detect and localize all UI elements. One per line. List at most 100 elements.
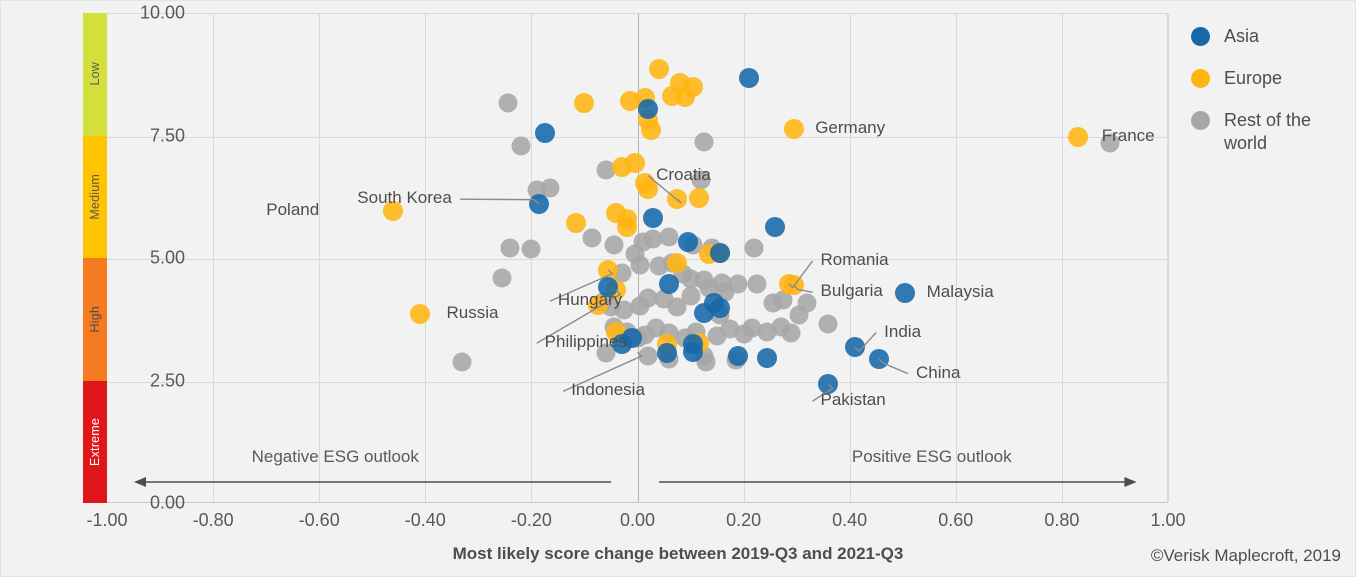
data-point [659,274,680,295]
legend-item-label: Europe [1224,68,1283,89]
legend-swatch-icon [1191,111,1210,131]
data-point [409,303,430,324]
annotation-philippines: Philippines [544,332,627,352]
gridline-vertical [1061,14,1063,502]
annotation-india: India [884,321,922,341]
gridline-vertical [743,14,745,502]
data-point [728,346,749,367]
data-point [643,208,664,229]
risk-band-label: Medium [88,173,102,220]
data-point [383,200,404,221]
y-axis-tick-label: 2.50 [149,370,185,390]
data-point [709,243,730,264]
x-axis-tick-label: 0.40 [832,510,868,530]
risk-band-label: Extreme [88,417,102,466]
x-axis-tick-label: 1.00 [1150,510,1186,530]
data-point [498,93,518,113]
data-point [1067,126,1088,147]
data-point [604,235,624,255]
data-point [659,227,679,247]
data-point [868,348,889,369]
data-point [574,93,595,114]
data-point [582,228,602,248]
data-point [783,119,804,140]
legend-item-rest-of-the-world[interactable]: Rest of the world [1191,109,1351,155]
data-point [757,347,778,368]
x-axis-tick-label: 0.20 [726,510,762,530]
data-point [694,132,714,152]
y-axis-tick-label: 0.00 [149,492,185,513]
data-point [511,136,531,156]
positive-outlook-arrow [658,477,1137,488]
x-axis-tick-label: -0.80 [192,510,234,530]
legend-item-asia[interactable]: Asia [1191,25,1351,48]
annotation-croatia: Croatia [656,164,711,184]
data-point [677,232,698,253]
data-point [619,91,640,112]
legend-swatch-icon [1191,69,1210,89]
data-point [667,189,688,210]
gridline-vertical [955,14,957,502]
data-point [765,217,786,238]
plot-area [107,13,1169,503]
copyright-notice: ©Verisk Maplecroft, 2019 [1150,546,1341,565]
x-axis-tick-label: 0.60 [938,510,974,530]
data-point [534,122,555,143]
risk-level-color-band: Low Medium High Extreme [83,13,107,503]
annotation-hungary: Hungary [557,290,623,310]
y-axis-tick-label: 7.50 [149,125,185,145]
risk-band-label: High [88,305,102,333]
data-point [638,99,659,120]
positive-outlook-label: Positive ESG outlook [851,446,1012,466]
data-point [640,119,661,140]
y-axis-tick-label: 5.00 [149,247,185,268]
annotation-malaysia: Malaysia [926,282,994,302]
data-point [638,288,658,308]
x-axis-tick-label: 0.00 [619,510,656,530]
data-point [797,293,817,313]
legend-item-label: Rest of the world [1224,110,1312,154]
annotation-south-korea: South Korea [357,188,452,208]
data-point [596,160,616,180]
annotation-germany: Germany [815,118,886,138]
data-point [747,274,767,294]
annotation-poland: Poland [266,199,320,219]
risk-band-label: Low [88,62,102,87]
annotation-bulgaria: Bulgaria [820,281,883,301]
y-axis-tick-label: 10.00 [139,2,185,23]
gridline-vertical [319,14,321,502]
data-point [709,298,730,318]
data-point [566,213,587,234]
gridline-vertical [1168,14,1169,502]
data-point [622,328,643,349]
data-point [1100,133,1120,153]
data-point [492,268,512,288]
annotation-romania: Romania [820,249,889,269]
data-point [611,156,632,177]
data-point [744,238,764,258]
data-point [656,343,677,364]
annotation-russia: Russia [446,302,499,322]
data-point [818,314,838,334]
x-axis-tick-label: -0.20 [510,510,552,530]
data-point [681,286,701,306]
data-point [625,244,645,264]
data-point [691,170,711,190]
data-point [693,302,714,323]
data-point [540,178,560,198]
data-point [742,318,762,338]
risk-band-extreme: Extreme [83,380,107,503]
legend-item-europe[interactable]: Europe [1191,67,1351,90]
gridline-vertical [425,14,427,502]
data-point [667,297,687,317]
data-point [452,352,472,372]
risk-band-high: High [83,258,107,381]
negative-outlook-arrow [133,477,611,488]
risk-band-low: Low [83,13,107,136]
annotation-indonesia: Indonesia [571,380,645,400]
legend-item-label: Asia [1224,26,1260,46]
data-point [845,337,865,358]
gridline-vertical [849,14,851,502]
legend-swatch-icon [1191,27,1210,46]
data-point [675,87,696,108]
